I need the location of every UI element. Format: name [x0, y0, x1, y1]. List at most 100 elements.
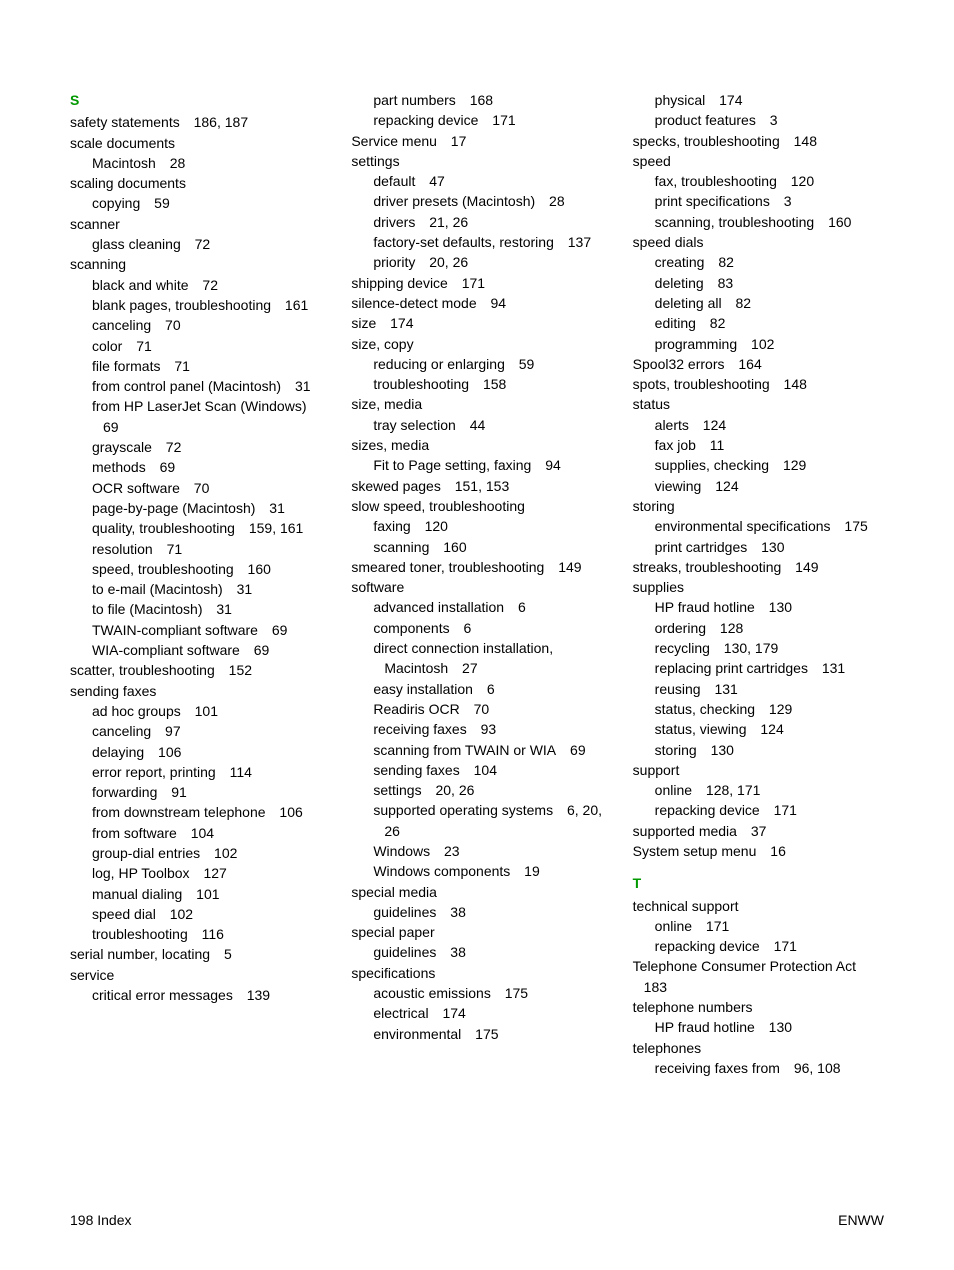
page-ref: 59 — [515, 356, 534, 372]
page-ref: 70 — [470, 701, 489, 717]
page-ref: 160 — [439, 539, 466, 555]
index-entry: software — [351, 577, 602, 597]
index-subentry: to e-mail (Macintosh) 31 — [70, 579, 321, 599]
index-subentry: print cartridges 130 — [633, 537, 884, 557]
index-subentry: driver presets (Macintosh) 28 — [351, 191, 602, 211]
page-ref: 186, 187 — [190, 114, 248, 130]
index-subentry: TWAIN-compliant software 69 — [70, 620, 321, 640]
index-entry: smeared toner, troubleshooting 149 — [351, 557, 602, 577]
index-subentry: forwarding 91 — [70, 782, 321, 802]
page-ref: 124 — [699, 417, 726, 433]
page-ref: 171 — [458, 275, 485, 291]
page-ref: 139 — [243, 987, 270, 1003]
page-ref: 97 — [161, 723, 180, 739]
page-ref: 131 — [711, 681, 738, 697]
page-ref: 175 — [501, 985, 528, 1001]
index-subentry: ad hoc groups 101 — [70, 701, 321, 721]
index-subentry: environmental 175 — [351, 1024, 602, 1044]
index-column-2: part numbers 168repacking device 171Serv… — [351, 90, 602, 1078]
index-subentry: Windows components 19 — [351, 861, 602, 881]
page-ref: 31 — [233, 581, 252, 597]
page-ref: 102 — [210, 845, 237, 861]
index-subentry: supplies, checking 129 — [633, 455, 884, 475]
page-ref: 31 — [212, 601, 231, 617]
index-subentry: blank pages, troubleshooting 161 — [70, 295, 321, 315]
index-subentry: log, HP Toolbox 127 — [70, 863, 321, 883]
page-ref: 183 — [644, 979, 667, 995]
page-ref: 152 — [225, 662, 252, 678]
index-entry: storing — [633, 496, 884, 516]
page-ref: 94 — [541, 457, 560, 473]
index-subentry: page-by-page (Macintosh) 31 — [70, 498, 321, 518]
index-subentry: WIA-compliant software 69 — [70, 640, 321, 660]
index-entry: settings — [351, 151, 602, 171]
index-entry: size 174 — [351, 313, 602, 333]
page-ref: 69 — [250, 642, 269, 658]
index-subentry: environmental specifications 175 — [633, 516, 884, 536]
page-ref: 20, 26 — [432, 782, 475, 798]
index-subentry: canceling 70 — [70, 315, 321, 335]
index-subentry: scanning, troubleshooting 160 — [633, 212, 884, 232]
index-entry: specifications — [351, 963, 602, 983]
section-letter: T — [633, 873, 884, 893]
page-ref: 102 — [747, 336, 774, 352]
index-entry: shipping device 171 — [351, 273, 602, 293]
index-subentry: product features 3 — [633, 110, 884, 130]
index-subentry: replacing print cartridges 131 — [633, 658, 884, 678]
index-subentry: Readiris OCR 70 — [351, 699, 602, 719]
index-entry: spots, troubleshooting 148 — [633, 374, 884, 394]
index-subentry: components 6 — [351, 618, 602, 638]
page-ref: 102 — [166, 906, 193, 922]
page-ref: 82 — [714, 254, 733, 270]
footer-right: ENWW — [838, 1210, 884, 1230]
index-subentry: HP fraud hotline 130 — [633, 597, 884, 617]
page-ref: 70 — [161, 317, 180, 333]
page-ref: 129 — [779, 457, 806, 473]
index-subentry: from HP LaserJet Scan (Windows) 69 — [70, 396, 321, 437]
index-subentry: sending faxes 104 — [351, 760, 602, 780]
index-subentry: from control panel (Macintosh) 31 — [70, 376, 321, 396]
index-column-1: Ssafety statements 186, 187scale documen… — [70, 90, 321, 1078]
page-ref: 137 — [564, 234, 591, 250]
index-subentry: to file (Macintosh) 31 — [70, 599, 321, 619]
index-subentry: quality, troubleshooting 159, 161 — [70, 518, 321, 538]
index-subentry: supported operating systems 6, 20, 26 — [351, 800, 602, 841]
page-ref: 59 — [150, 195, 169, 211]
page-ref: 130, 179 — [720, 640, 778, 656]
page-ref: 17 — [447, 133, 466, 149]
index-subentry: alerts 124 — [633, 415, 884, 435]
index-subentry: storing 130 — [633, 740, 884, 760]
index-subentry: print specifications 3 — [633, 191, 884, 211]
index-subentry: repacking device 171 — [633, 800, 884, 820]
index-entry: Service menu 17 — [351, 131, 602, 151]
page-ref: 101 — [191, 703, 218, 719]
index-columns: Ssafety statements 186, 187scale documen… — [70, 90, 884, 1078]
page-ref: 171 — [770, 802, 797, 818]
index-subentry: guidelines 38 — [351, 942, 602, 962]
page-ref: 149 — [554, 559, 581, 575]
page-ref: 131 — [818, 660, 845, 676]
index-subentry: part numbers 168 — [351, 90, 602, 110]
index-subentry: reusing 131 — [633, 679, 884, 699]
index-subentry: methods 69 — [70, 457, 321, 477]
index-subentry: canceling 97 — [70, 721, 321, 741]
page-ref: 175 — [841, 518, 868, 534]
page-ref: 28 — [166, 155, 185, 171]
index-subentry: critical error messages 139 — [70, 985, 321, 1005]
page-ref: 171 — [488, 112, 515, 128]
index-subentry: repacking device 171 — [633, 936, 884, 956]
page-ref: 171 — [770, 938, 797, 954]
index-entry: Spool32 errors 164 — [633, 354, 884, 374]
page-ref: 82 — [732, 295, 751, 311]
index-subentry: speed, troubleshooting 160 — [70, 559, 321, 579]
index-entry: supplies — [633, 577, 884, 597]
index-subentry: Macintosh 28 — [70, 153, 321, 173]
page-footer: 198 Index ENWW — [70, 1210, 884, 1230]
index-subentry: tray selection 44 — [351, 415, 602, 435]
page-ref: 83 — [714, 275, 733, 291]
page-ref: 120 — [421, 518, 448, 534]
page-ref: 71 — [170, 358, 189, 374]
index-entry: status — [633, 394, 884, 414]
page-ref: 47 — [425, 173, 444, 189]
index-entry: scanning — [70, 254, 321, 274]
